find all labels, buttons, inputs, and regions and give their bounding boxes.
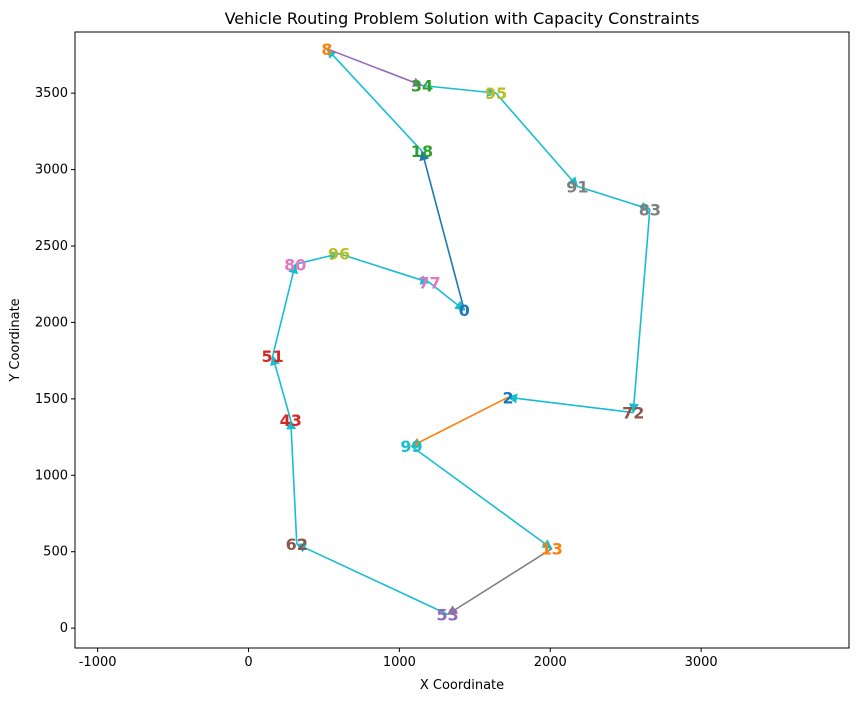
route-edge-0-18 — [419, 150, 466, 311]
node-label-8: 8 — [321, 40, 332, 59]
node-label-95: 95 — [485, 84, 507, 103]
chart-title: Vehicle Routing Problem Solution with Ca… — [225, 9, 700, 28]
y-tick-label: 3000 — [35, 163, 68, 178]
node-label-83: 83 — [639, 200, 661, 219]
y-tick-label: 1500 — [35, 392, 68, 407]
node-label-51: 51 — [262, 347, 284, 366]
plot-frame — [74, 31, 850, 649]
x-tick-label: -1000 — [79, 655, 117, 670]
route-edge-2-99 — [410, 396, 509, 447]
plot-area — [75, 32, 849, 648]
node-label-34: 34 — [411, 76, 433, 95]
node-label-18: 18 — [411, 142, 433, 161]
x-axis-label: X Coordinate — [420, 678, 504, 693]
x-tick-label: 1000 — [383, 655, 416, 670]
y-tick-label: 500 — [43, 545, 68, 560]
y-tick-label: 2000 — [35, 315, 68, 330]
y-tick-label: 2500 — [35, 239, 68, 254]
route-edge-99-13 — [410, 445, 553, 550]
y-tick-label: 3500 — [35, 86, 68, 101]
route-edge-13-53 — [446, 547, 553, 616]
route-edge-83-72 — [628, 209, 651, 414]
route-edge-34-95 — [421, 84, 497, 98]
node-label-77: 77 — [418, 274, 440, 293]
route-edge-51-80 — [271, 263, 298, 357]
y-tick-label: 1000 — [35, 468, 68, 483]
y-axis-label: Y Coordinate — [8, 298, 23, 382]
route-edge-72-2 — [507, 393, 634, 414]
node-label-72: 72 — [622, 404, 644, 423]
route-edges — [270, 48, 651, 616]
route-edge-8-34 — [326, 48, 423, 87]
node-label-91: 91 — [566, 177, 588, 196]
node-label-99: 99 — [400, 437, 422, 456]
node-label-2: 2 — [502, 388, 513, 407]
x-axis: -1000 0 1000 2000 3000 — [79, 648, 718, 670]
node-label-80: 80 — [284, 255, 306, 274]
x-tick-label: 3000 — [685, 655, 718, 670]
route-edge-77-0 — [429, 282, 466, 311]
x-tick-label: 0 — [244, 655, 252, 670]
route-edge-80-96 — [295, 250, 341, 266]
node-label-0: 0 — [459, 301, 470, 320]
route-edge-96-77 — [338, 252, 431, 285]
node-label-62: 62 — [286, 535, 308, 554]
node-label-43: 43 — [280, 411, 302, 430]
y-axis: 0 500 1000 1500 2000 2500 3000 3500 — [35, 86, 75, 636]
route-edge-95-91 — [495, 92, 579, 188]
route-edge-18-8 — [326, 48, 423, 152]
x-tick-label: 2000 — [534, 655, 567, 670]
node-label-96: 96 — [328, 245, 350, 264]
node-label-53: 53 — [437, 605, 459, 624]
route-edge-43-51 — [270, 355, 292, 421]
route-edge-62-43 — [286, 419, 298, 545]
y-tick-label: 0 — [60, 621, 68, 636]
route-edge-91-83 — [577, 185, 651, 212]
route-edge-53-62 — [295, 543, 449, 616]
node-labels: 0 18 8 34 95 91 83 72 2 99 13 53 62 43 51 80 96 77 — [262, 40, 661, 625]
node-label-13: 13 — [541, 540, 563, 559]
